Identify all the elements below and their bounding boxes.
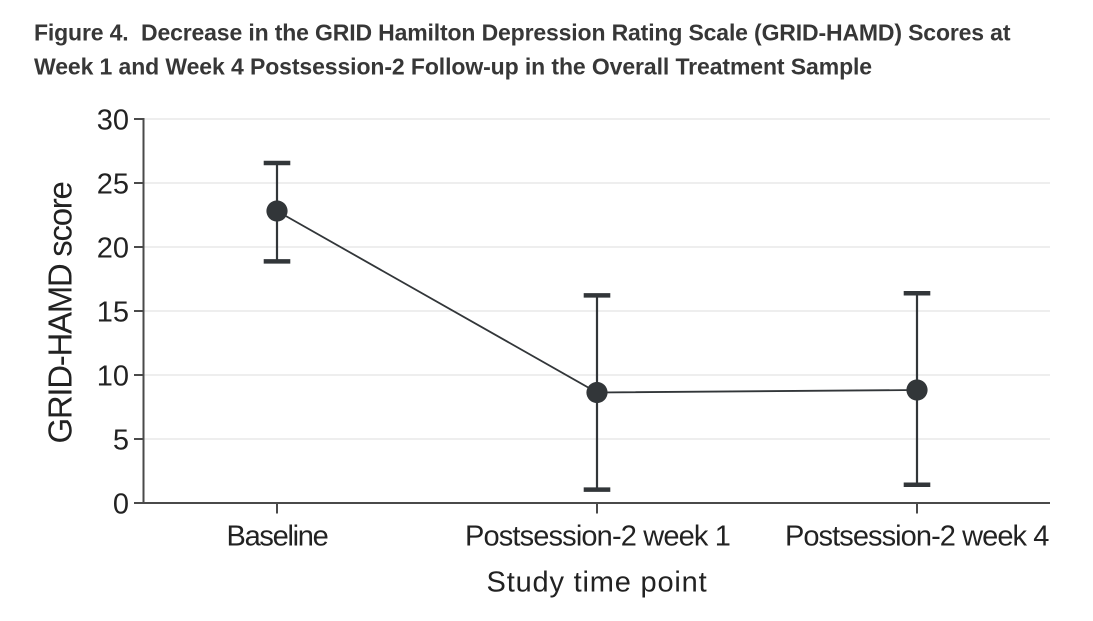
svg-text:10: 10 <box>97 361 129 393</box>
svg-text:30: 30 <box>97 105 129 137</box>
svg-text:15: 15 <box>97 297 129 329</box>
svg-text:Postsession-2 week 1: Postsession-2 week 1 <box>465 521 730 553</box>
svg-text:0: 0 <box>113 489 129 521</box>
svg-text:Study time point: Study time point <box>487 567 708 599</box>
svg-text:Postsession-2 week 4: Postsession-2 week 4 <box>785 521 1049 553</box>
svg-text:Baseline: Baseline <box>227 521 328 553</box>
svg-text:Week 1 and Week 4 Postsession-: Week 1 and Week 4 Postsession-2 Follow-u… <box>34 54 872 80</box>
svg-text:25: 25 <box>97 169 129 201</box>
svg-text:20: 20 <box>97 233 129 265</box>
svg-text:5: 5 <box>113 425 129 457</box>
svg-text:Figure 4. Decrease in the GRI: Figure 4. Decrease in the GRID Hamilton … <box>34 20 1011 46</box>
svg-text:GRID-HAMD score: GRID-HAMD score <box>42 182 79 443</box>
